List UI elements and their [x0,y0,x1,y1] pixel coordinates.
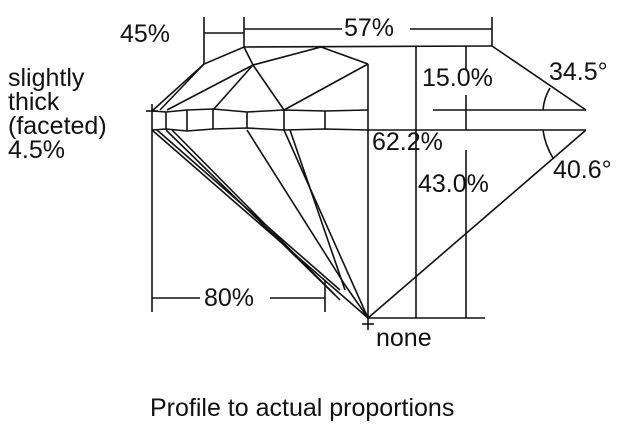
girdle-label-1: slightly [8,64,85,92]
crown-angle-label: 34.5° [549,58,608,86]
caption: Profile to actual proportions [150,394,455,422]
lower-half-label: 80% [204,284,255,312]
proportion-lines [367,45,587,319]
girdle-pct-label: 4.5% [8,136,65,164]
girdle-label-2: thick [8,88,60,116]
pavilion-depth-label: 43.0% [418,170,489,198]
girdle-label-3: (faceted) [8,112,107,140]
crown-facets [151,45,493,112]
pavilion-angle-label: 40.6° [553,156,612,184]
pavilion-facets [151,64,374,330]
crown-depth-label: 15.0% [422,64,493,92]
crown-height-label: 45% [120,20,171,48]
crown-dimension-lines [203,17,493,64]
table-label: 57% [344,14,395,42]
total-depth-label: 62.2% [372,128,443,156]
lower-half-dimension [151,130,326,312]
girdle [146,104,369,132]
culet-label: none [376,324,432,352]
